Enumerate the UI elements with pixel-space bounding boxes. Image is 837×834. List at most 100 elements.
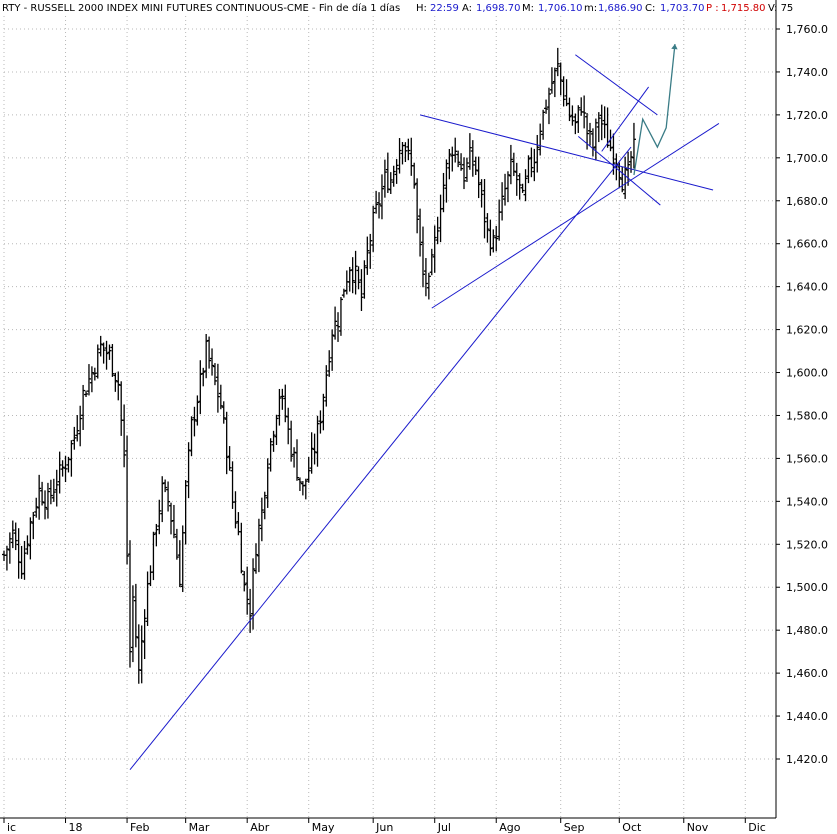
ohlc-bar (482, 178, 487, 239)
ohlc-bar (289, 420, 294, 462)
ohlc-bar (198, 360, 203, 415)
ohlc-bar (130, 585, 135, 663)
ohlc-bar (429, 248, 434, 276)
ohlc-bar (611, 133, 616, 175)
ohlc-bar (72, 426, 77, 450)
ohlc-bar (295, 439, 299, 481)
ohlc-bar (520, 183, 525, 193)
trendline-channel-up[interactable] (601, 86, 650, 152)
header-c-label: C: (645, 3, 655, 14)
ohlc-bar (43, 490, 48, 520)
ohlc-bar (324, 365, 329, 407)
ohlc-bar (154, 523, 159, 547)
y-tick-label: 1,600.0 (786, 367, 828, 380)
ohlc-bar (98, 335, 103, 357)
ohlc-bar (558, 62, 563, 96)
ohlc-bar (350, 257, 355, 294)
y-tick-label: 1,700.0 (786, 152, 828, 165)
x-tick-label: Jun (375, 821, 393, 834)
ohlc-bar (617, 162, 622, 188)
ohlc-bar (590, 128, 595, 157)
ohlc-bar (535, 134, 540, 173)
y-tick-label: 1,620.0 (786, 324, 828, 337)
ohlc-bar (242, 571, 247, 592)
ohlc-bar (382, 159, 387, 198)
ohlc-bar (221, 401, 226, 424)
ohlc-bar (626, 151, 631, 186)
ohlc-bar (394, 159, 399, 184)
ohlc-bar (315, 415, 320, 467)
ohlc-bar (526, 155, 531, 184)
ohlc-bar (418, 208, 423, 257)
ohlc-bar (517, 173, 522, 200)
ohlc-bar (37, 474, 42, 520)
trendline-triangle-lower[interactable] (431, 123, 720, 309)
ohlc-bar (371, 205, 376, 252)
header-p-value: 1,715.80 (721, 3, 766, 14)
header-min-value: 1,686.90 (598, 3, 643, 14)
ohlc-bar (151, 531, 156, 581)
ohlc-bar (546, 87, 551, 125)
ohlc-bar (280, 388, 285, 410)
ohlc-bar (60, 460, 65, 477)
ohlc-bar (479, 179, 484, 208)
ohlc-bar (573, 113, 578, 135)
ohlc-bar (274, 414, 279, 446)
x-tick-label: 18 (69, 821, 83, 834)
trendline-uptrend-long[interactable] (129, 146, 632, 771)
ohlc-bar (631, 122, 636, 169)
ohlc-bar (500, 182, 505, 221)
ohlc-bar (605, 107, 610, 148)
x-tick-label: Ago (499, 821, 521, 834)
trendline-wedge-upper[interactable] (575, 54, 658, 116)
trendline-wedge-lower[interactable] (577, 135, 661, 206)
ohlc-bar (588, 122, 592, 146)
ohlc-bar (538, 123, 543, 156)
ohlc-bar (210, 348, 215, 376)
ohlc-bar (7, 532, 12, 564)
ohlc-bar (127, 540, 132, 668)
ohlc-bar (171, 504, 176, 539)
ohlc-bar (104, 340, 109, 370)
ohlc-bar (262, 491, 267, 520)
x-tick-label: Abr (250, 821, 270, 834)
ohlc-bar (207, 336, 212, 369)
projection-arrow (633, 43, 678, 176)
ohlc-bar (84, 390, 89, 397)
ohlc-bar (277, 388, 282, 426)
ohlc-bar (253, 543, 258, 574)
ohlc-bar (125, 435, 130, 565)
ohlc-bar (541, 109, 546, 140)
ohlc-bar (377, 192, 382, 219)
ohlc-bar (444, 159, 449, 203)
x-tick-label: Sep (564, 821, 585, 834)
header-c-value: 1,703.70 (660, 3, 705, 14)
ohlc-bar (462, 157, 467, 190)
x-tick-label: Mar (189, 821, 210, 834)
ohlc-bar (75, 415, 80, 442)
ohlc-bar (4, 545, 9, 571)
ohlc-bar (374, 190, 379, 214)
ohlc-bar (412, 162, 417, 189)
y-tick-label: 1,660.0 (786, 238, 828, 251)
ohlc-bar (34, 497, 39, 518)
trendlines (129, 54, 720, 771)
ohlc-bar (356, 266, 361, 290)
y-tick-label: 1,560.0 (786, 452, 828, 465)
y-tick-label: 1,580.0 (786, 409, 828, 422)
header-h-label: H: (416, 3, 427, 14)
ohlc-bar (224, 411, 229, 475)
ohlc-bar (368, 233, 373, 269)
ohlc-bar (599, 104, 604, 141)
ohlc-bar (212, 363, 217, 386)
ohlc-bar (508, 144, 513, 185)
ohlc-bar (177, 540, 182, 588)
ohlc-bar (353, 250, 358, 295)
ohlc-bar (259, 497, 264, 542)
trendline-triangle-upper[interactable] (419, 114, 714, 191)
ohlc-bar (470, 140, 475, 177)
projection-path[interactable] (633, 43, 676, 176)
ohlc-bar (423, 258, 428, 297)
